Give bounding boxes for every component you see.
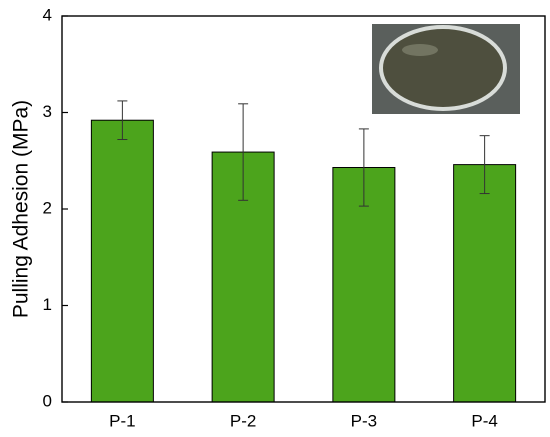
y-axis-title: Pulling Adhesion (MPa) (10, 100, 33, 318)
plot-frame (61, 15, 546, 403)
x-tick-label: P-4 (471, 411, 497, 430)
x-tick-label: P-1 (109, 411, 135, 430)
x-tick-label: P-2 (230, 411, 256, 430)
bar (453, 164, 517, 403)
photo-sample (379, 25, 507, 111)
y-tick-label: 4 (43, 5, 52, 24)
inset-photo (372, 24, 520, 114)
y-tick-label: 1 (43, 295, 52, 314)
y-tick-label: 2 (43, 198, 52, 217)
bar (90, 119, 154, 403)
y-tick-label: 3 (43, 102, 52, 121)
y-tick-label: 0 (43, 391, 52, 410)
x-tick-label: P-3 (351, 411, 377, 430)
photo-highlight (402, 44, 438, 56)
